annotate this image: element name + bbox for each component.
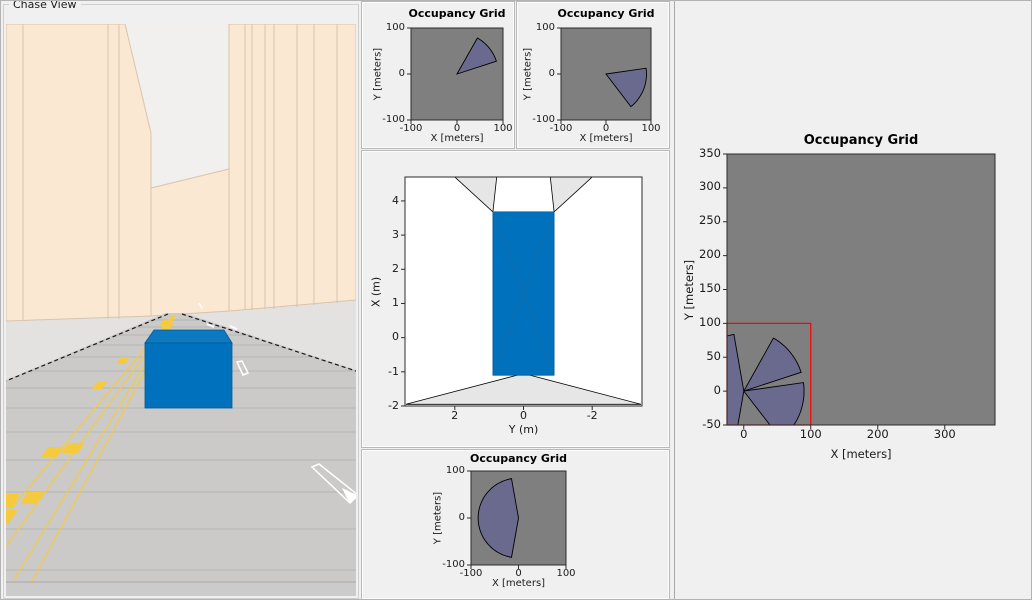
y-tick-label: -2 [388, 398, 399, 412]
front-left-sensor-grid-canvas [407, 27, 504, 124]
ego-vehicle-diagonal [492, 211, 555, 376]
panel-rear-occupancy-grid: Occupancy Grid X [meters] Y [meters] -100 0 1… [361, 449, 670, 599]
x-tick-label: -100 [549, 123, 573, 134]
axes-border [470, 470, 567, 566]
y-tick-label: 0 [392, 330, 399, 344]
road-edge-lines [6, 313, 356, 382]
combined-occupancy-grid-area [727, 154, 995, 425]
y-tick-label: 100 [699, 314, 721, 329]
y-tick-label: 0 [713, 382, 721, 397]
x-tick-label: 0 [515, 568, 522, 579]
sensor-uncovered-region [549, 177, 593, 213]
sensor-fov-fan [742, 337, 802, 392]
y-tick-label: 0 [458, 511, 465, 523]
sensor-fov-fan [727, 333, 745, 425]
sensor-fov-fan [477, 478, 519, 558]
front-left-sensor-grid-xlabel: X [meters] [430, 133, 484, 144]
y-tick-label: 100 [535, 21, 555, 33]
front-right-sensor-grid-canvas [557, 27, 652, 124]
y-tick-label: 1 [392, 296, 399, 310]
chase-view-panel: Chase View [3, 0, 359, 599]
combined-occupancy-grid-xlabel: X [meters] [830, 447, 892, 461]
sensor-fov-fan [742, 382, 805, 425]
y-tick-label: -100 [532, 113, 555, 125]
x-tick-label: 200 [866, 427, 889, 441]
sensor-fov-fan [456, 37, 497, 75]
combined-occupancy-grid-canvas [723, 153, 996, 429]
y-tick-label: 200 [699, 247, 721, 262]
y-tick-label: 350 [699, 145, 721, 160]
combined-occupancy-grid-title: Occupancy Grid [803, 133, 919, 148]
y-tick-label: 100 [445, 464, 465, 476]
sensor-uncovered-region [454, 177, 498, 213]
front-right-sensor-grid-title: Occupancy Grid [557, 7, 655, 20]
y-tick-label: -50 [702, 416, 721, 431]
vehicle-box-front-face [144, 342, 233, 409]
ego-vehicle-coverage-canvas [401, 176, 643, 410]
y-tick-label: 0 [398, 67, 405, 79]
x-tick-label: -2 [586, 409, 598, 422]
road-surface [6, 313, 356, 596]
building-right [228, 24, 356, 312]
x-tick-label: 0 [520, 409, 527, 422]
axes-border [404, 176, 643, 407]
y-tick-label: -100 [382, 113, 405, 125]
rear-sensor-grid-title: Occupancy Grid [470, 452, 567, 465]
axes-border [560, 27, 652, 121]
ego-vehicle-coverage-xlabel: Y (m) [508, 423, 539, 436]
axes-border [410, 27, 504, 121]
y-tick-label: 3 [392, 227, 399, 241]
x-tick-label: 0 [602, 123, 610, 134]
x-tick-label: 100 [641, 123, 661, 134]
x-tick-label: -100 [399, 123, 423, 134]
building-facade-lines [22, 24, 338, 320]
y-tick-label: 50 [706, 348, 721, 363]
y-tick-label: 100 [385, 21, 405, 33]
y-tick-label: 300 [699, 179, 721, 194]
building-middle [150, 168, 230, 317]
y-tick-label: 250 [699, 213, 721, 228]
y-tick-label: 0 [548, 67, 555, 79]
buildings [6, 24, 356, 322]
chase-view-label: Chase View [13, 0, 77, 11]
sensor-uncovered-region [405, 373, 642, 405]
front-right-sensor-grid-xlabel: X [meters] [579, 133, 633, 144]
chase-view-3d-scene [6, 24, 356, 596]
panel-front-left-occupancy-grid: Occupancy Grid X [meters] Y [meters] -100 0 1… [361, 1, 515, 149]
rear-sensor-grid-canvas [467, 470, 567, 569]
x-tick-label: 0 [740, 427, 748, 441]
x-tick-label: 100 [493, 123, 513, 134]
x-tick-label: 2 [451, 409, 459, 422]
panel-ego-coverage-plot: Y (m) X (m) 2 0 -2 4 3 2 1 0 -1 -2 [361, 150, 670, 448]
panel-combined-occupancy-grid: Occupancy Grid X [meters] Y [meters] 0 100 20… [674, 1, 1031, 599]
vehicle-box [144, 329, 233, 409]
building-left [6, 24, 152, 322]
axes-border [726, 153, 996, 426]
front-left-sensor-grid-title: Occupancy Grid [408, 7, 506, 20]
center-lane-yellow-dashes [6, 320, 174, 524]
white-lane-markings [198, 302, 356, 505]
vehicle-box-top-face [144, 329, 233, 344]
x-tick-label: 300 [933, 427, 956, 441]
x-tick-label: -100 [459, 568, 483, 579]
y-tick-label: 150 [699, 281, 721, 296]
viewport-bottom-strip [6, 583, 356, 596]
y-tick-label: 4 [392, 193, 399, 207]
y-tick-label: -1 [388, 364, 399, 378]
sensor-fov-fan [605, 67, 647, 108]
y-tick-label: -100 [442, 558, 465, 570]
panel-front-right-occupancy-grid: Occupancy Grid X [meters] Y [meters] -100 0 1… [516, 1, 670, 149]
y-tick-label: 2 [392, 262, 399, 276]
x-tick-label: 100 [556, 568, 576, 579]
rear-sensor-grid-xlabel: X [meters] [491, 578, 546, 589]
x-tick-label: 0 [453, 123, 461, 134]
x-tick-label: 100 [799, 427, 822, 441]
